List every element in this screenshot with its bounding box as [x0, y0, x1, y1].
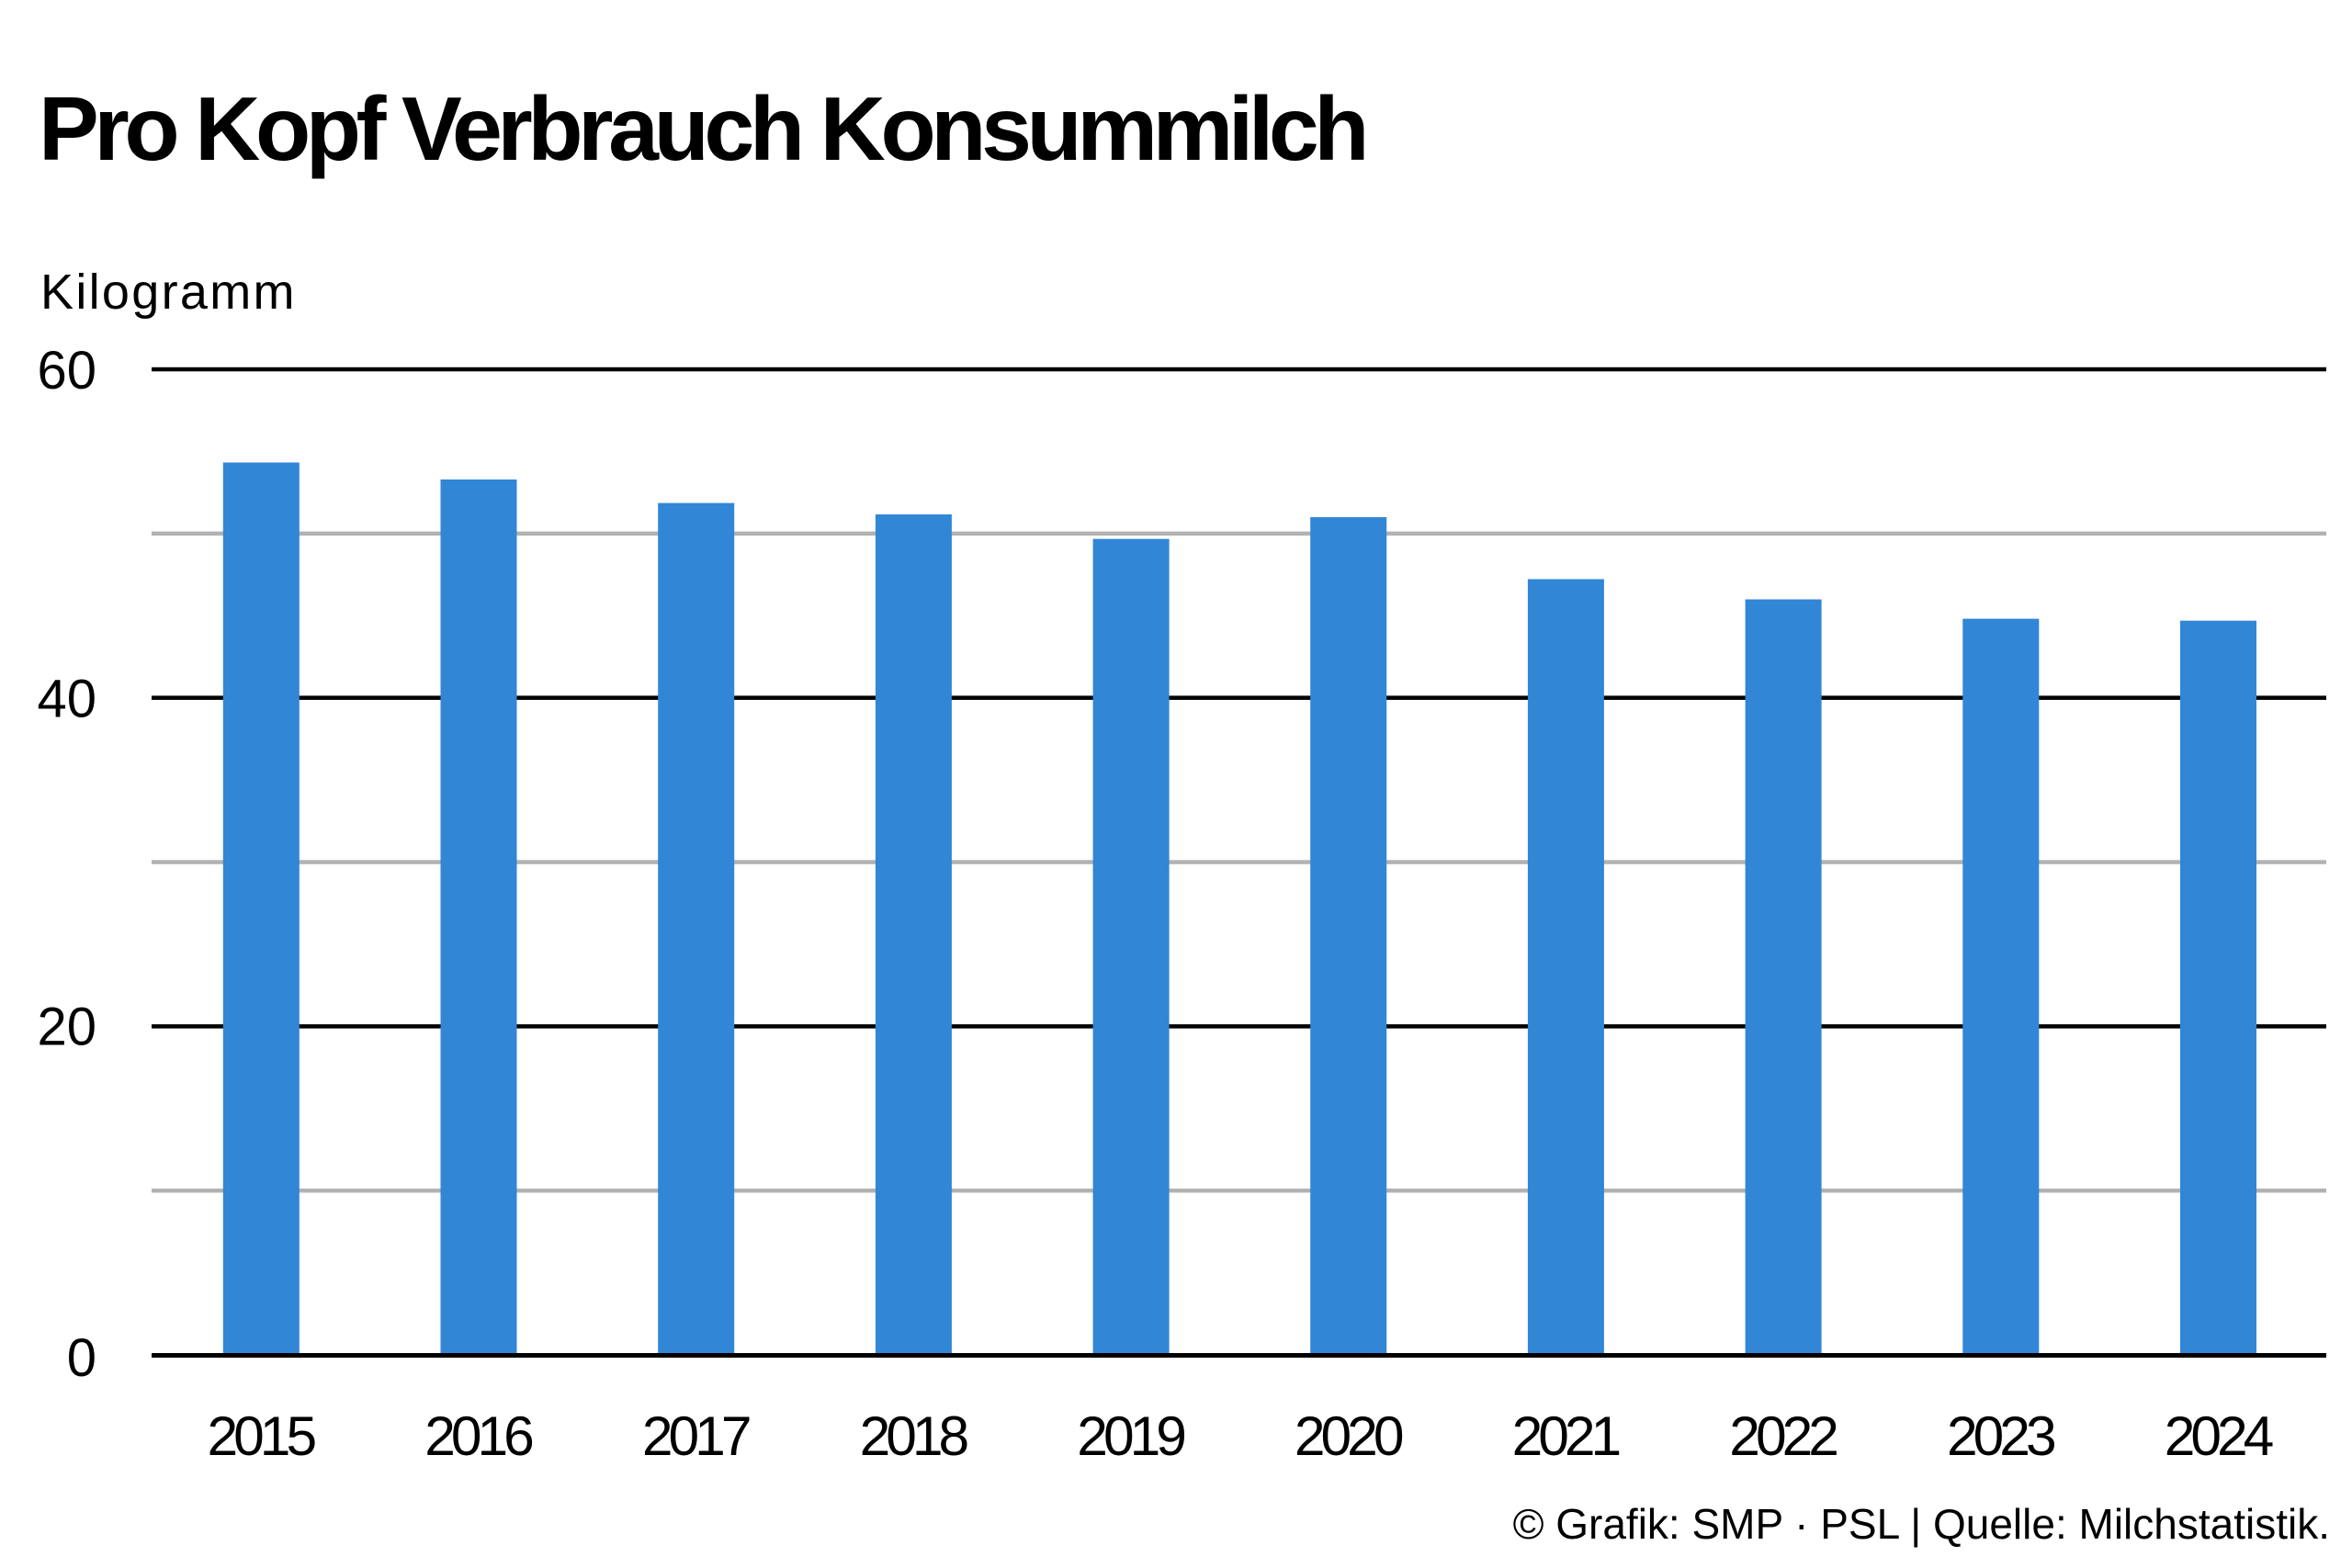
svg-text:© Grafik: SMP · PSL | Quelle:: © Grafik: SMP · PSL | Quelle: Milchstati…: [1513, 1500, 2330, 1548]
svg-text:2022: 2022: [1729, 1404, 1837, 1467]
svg-text:2020: 2020: [1295, 1404, 1403, 1467]
svg-text:2018: 2018: [860, 1404, 968, 1467]
svg-text:2017: 2017: [642, 1404, 750, 1467]
svg-text:2016: 2016: [424, 1404, 532, 1467]
svg-text:2021: 2021: [1512, 1404, 1620, 1467]
svg-text:0: 0: [67, 1328, 96, 1388]
svg-text:2019: 2019: [1077, 1404, 1184, 1467]
svg-text:60: 60: [37, 341, 96, 400]
svg-text:40: 40: [37, 670, 96, 729]
svg-text:20: 20: [37, 998, 96, 1057]
svg-text:2024: 2024: [2165, 1404, 2273, 1467]
svg-text:Kilogramm: Kilogramm: [40, 265, 297, 320]
svg-text:Pro Kopf Verbrauch Konsummilch: Pro Kopf Verbrauch Konsummilch: [39, 78, 1364, 179]
svg-text:2015: 2015: [208, 1404, 316, 1467]
svg-text:2023: 2023: [1947, 1404, 2054, 1467]
